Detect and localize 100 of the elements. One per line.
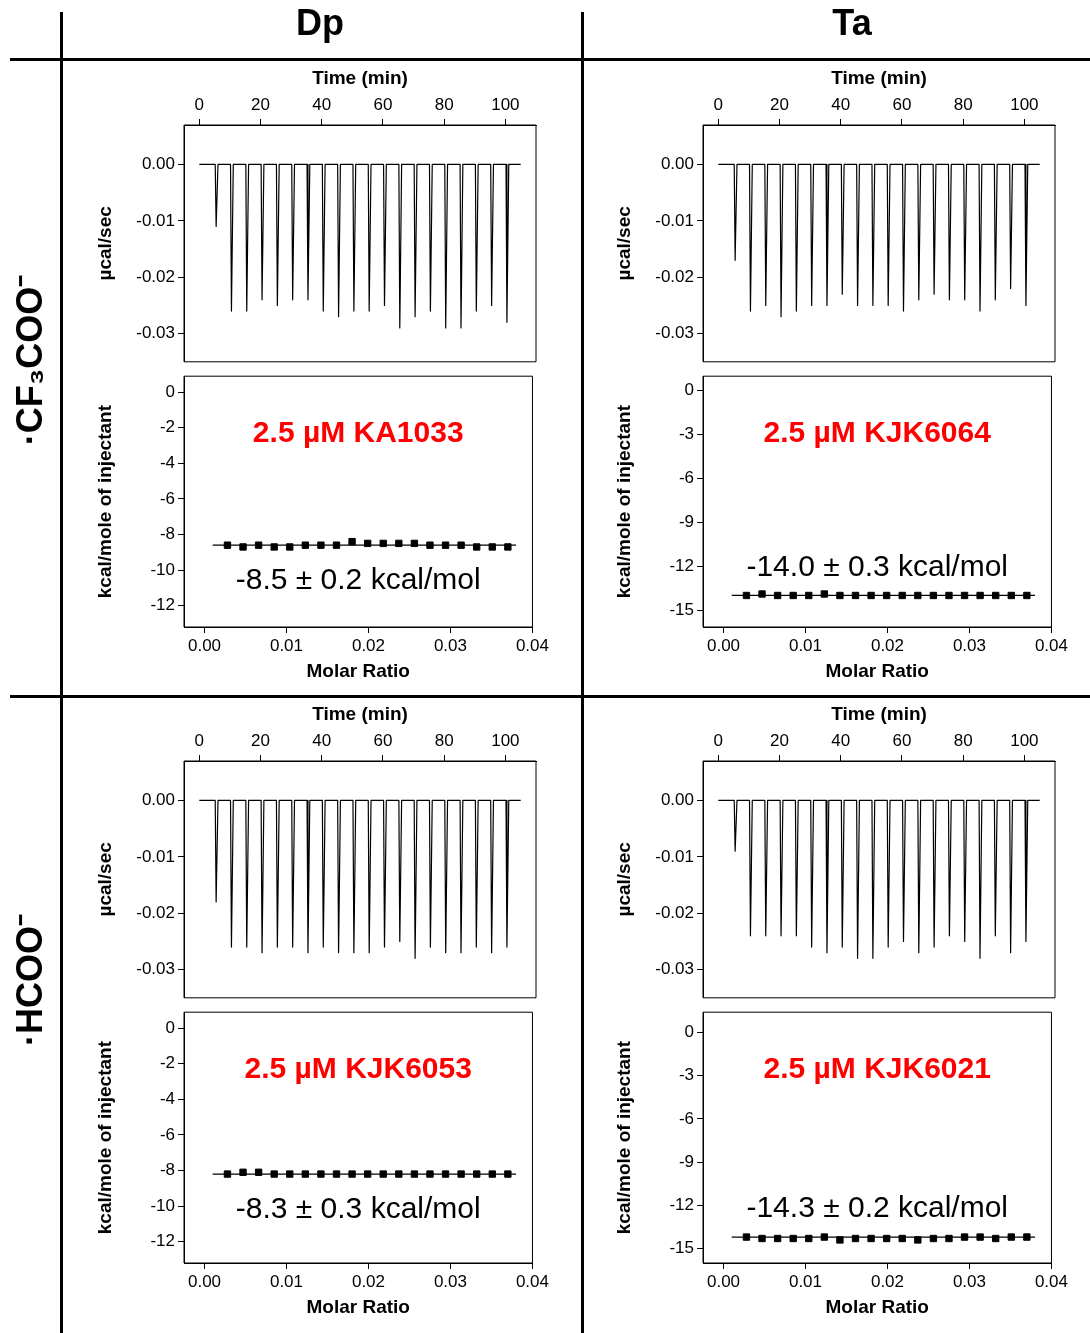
x-tick-label: 0.01 (269, 635, 304, 655)
y-tick-label: -9 (678, 1151, 694, 1171)
y-tick-label: -0.03 (136, 959, 175, 979)
x-tick-label: 0.03 (433, 635, 468, 655)
y-tick-label: -8 (159, 524, 175, 544)
y-tick-label: -12 (150, 595, 175, 615)
annotation: 2.5 µM KJK6064 (763, 415, 992, 449)
x-tick-label: 100 (1010, 731, 1039, 751)
x-axis-title: Time (min) (831, 702, 927, 724)
x-axis-title: Molar Ratio (306, 659, 410, 681)
x-tick-label: 0 (194, 95, 205, 115)
annotation: 2.5 µM KA1033 (252, 415, 464, 449)
y-tick-label: -0.01 (136, 210, 175, 230)
y-tick-label: -4 (159, 453, 175, 473)
y-tick-label: -0.01 (136, 846, 175, 866)
y-axis-title: µcal/sec (612, 205, 634, 281)
y-axis-title: µcal/sec (93, 841, 115, 917)
x-axis-title: Time (min) (312, 702, 408, 724)
y-axis-title: kcal/mole of injectant (93, 1040, 115, 1235)
x-tick-label: 0.03 (433, 1271, 468, 1291)
x-tick-label: 20 (251, 95, 270, 115)
x-axis-title: Molar Ratio (825, 1295, 929, 1317)
x-tick-label: 0 (194, 731, 205, 751)
y-tick-label: -0.03 (655, 959, 694, 979)
x-tick-label: 0 (713, 95, 724, 115)
y-tick-label: -6 (159, 488, 175, 508)
x-tick-label: 40 (312, 95, 332, 115)
text: ·CF₃COO⁻ (8, 273, 51, 448)
y-tick-label: 0 (684, 1022, 694, 1042)
annotation: -14.0 ± 0.3 kcal/mol (746, 548, 1009, 582)
x-tick-label: 0.03 (952, 1271, 987, 1291)
x-tick-label: 80 (953, 731, 973, 751)
x-tick-label: 100 (491, 731, 520, 751)
y-tick-label: -0.02 (136, 902, 175, 922)
annotation: 2.5 µM KJK6053 (244, 1051, 472, 1085)
annotation: -8.3 ± 0.3 kcal/mol (235, 1191, 481, 1225)
text: Ta (831, 2, 873, 44)
x-tick-label: 40 (831, 731, 851, 751)
y-tick-label: 0.00 (141, 154, 175, 174)
x-tick-label: 80 (434, 95, 454, 115)
x-tick-label: 0.01 (788, 635, 823, 655)
y-tick-label: -12 (150, 1231, 175, 1251)
x-axis-title: Molar Ratio (825, 659, 929, 681)
x-tick-label: 20 (770, 95, 789, 115)
x-tick-label: 40 (312, 731, 332, 751)
x-tick-label: 0.02 (351, 635, 386, 655)
x-tick-label: 0 (713, 731, 724, 751)
y-tick-label: 0.00 (141, 790, 175, 810)
y-tick-label: -3 (678, 1065, 694, 1085)
y-tick-label: 0 (684, 379, 694, 399)
text: ·HCOO⁻ (8, 913, 51, 1048)
annotation: -14.3 ± 0.2 kcal/mol (746, 1190, 1009, 1224)
y-tick-label: 0 (165, 1017, 175, 1037)
y-tick-label: -2 (159, 417, 175, 437)
y-tick-label: -8 (159, 1160, 175, 1180)
x-tick-label: 20 (770, 731, 789, 751)
y-tick-label: -6 (678, 1108, 694, 1128)
x-tick-label: 0.01 (788, 1271, 823, 1291)
y-axis-title: µcal/sec (93, 205, 115, 281)
y-tick-label: -10 (150, 1195, 175, 1215)
y-tick-label: -3 (678, 423, 694, 443)
y-tick-label: -0.02 (655, 902, 694, 922)
y-axis-title: kcal/mole of injectant (93, 404, 115, 599)
x-tick-label: 0.00 (706, 1271, 741, 1291)
x-tick-label: 0.04 (1034, 1271, 1068, 1291)
x-tick-label: 60 (373, 731, 393, 751)
y-axis-title: µcal/sec (612, 841, 634, 917)
text: Dp (295, 2, 345, 44)
x-tick-label: 0.00 (187, 1271, 222, 1291)
y-tick-label: -4 (159, 1089, 175, 1109)
y-tick-label: -9 (678, 511, 694, 531)
x-tick-label: 60 (892, 95, 912, 115)
annotation: -8.5 ± 0.2 kcal/mol (235, 562, 481, 596)
x-tick-label: 0.01 (269, 1271, 304, 1291)
x-tick-label: 60 (892, 731, 912, 751)
y-tick-label: -12 (669, 555, 694, 575)
x-tick-label: 0.04 (515, 1271, 549, 1291)
y-tick-label: -0.01 (655, 210, 694, 230)
y-tick-label: -0.02 (655, 266, 694, 286)
y-tick-label: -0.01 (655, 846, 694, 866)
y-tick-label: -2 (159, 1053, 175, 1073)
y-tick-label: -15 (669, 599, 694, 619)
x-tick-label: 20 (251, 731, 270, 751)
y-tick-label: 0.00 (660, 154, 694, 174)
x-tick-label: 100 (1010, 95, 1039, 115)
y-tick-label: 0.00 (660, 790, 694, 810)
annotation: 2.5 µM KJK6021 (763, 1051, 991, 1085)
x-axis-title: Time (min) (831, 66, 927, 88)
y-tick-label: -0.02 (136, 266, 175, 286)
x-tick-label: 0.02 (870, 1271, 905, 1291)
y-tick-label: -6 (159, 1124, 175, 1144)
y-tick-label: -12 (669, 1195, 694, 1215)
y-tick-label: -0.03 (655, 323, 694, 343)
x-tick-label: 0.00 (187, 635, 222, 655)
y-tick-label: -10 (150, 559, 175, 579)
x-tick-label: 0.02 (870, 635, 905, 655)
x-tick-label: 60 (373, 95, 393, 115)
x-tick-label: 80 (434, 731, 454, 751)
x-tick-label: 0.03 (952, 635, 987, 655)
x-tick-label: 100 (491, 95, 520, 115)
